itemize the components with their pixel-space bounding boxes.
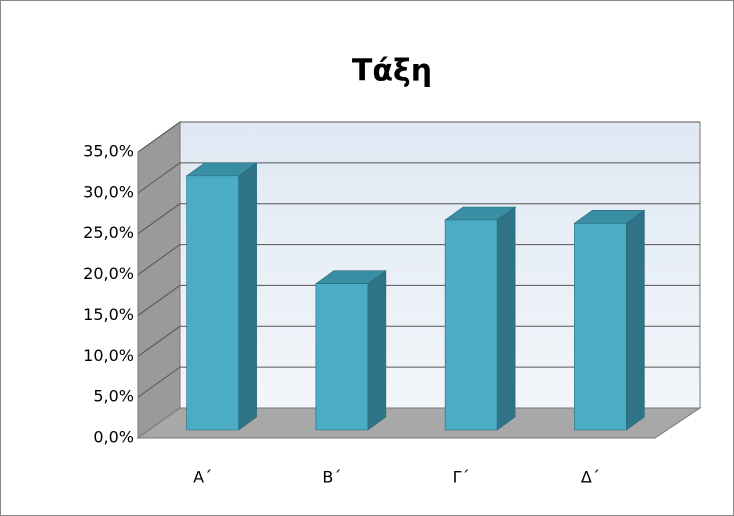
bar-front <box>444 219 498 431</box>
x-tick-label: Δ΄ <box>581 468 600 487</box>
x-tick-label: Β΄ <box>322 468 341 487</box>
side-wall <box>137 121 181 439</box>
bar <box>314 270 387 431</box>
y-tick-label: 15,0% <box>83 305 134 324</box>
y-tick-label: 5,0% <box>93 387 134 406</box>
x-tick-label: Γ΄ <box>453 468 470 487</box>
y-tick-label: 30,0% <box>83 182 134 201</box>
bar-side <box>496 206 516 431</box>
grid-line <box>137 285 181 316</box>
bar <box>573 209 646 431</box>
bar-front <box>186 175 239 431</box>
bar-side <box>238 162 257 431</box>
y-tick-label: 20,0% <box>83 264 134 283</box>
y-tick-label: 0,0% <box>93 428 134 447</box>
bar <box>444 206 517 431</box>
grid-line <box>137 244 181 275</box>
y-tick-label: 10,0% <box>83 346 134 365</box>
grid-line <box>137 325 181 357</box>
bar-side <box>367 270 387 431</box>
bar-side <box>626 209 645 431</box>
floor <box>136 407 702 439</box>
y-tick-label: 25,0% <box>83 223 134 242</box>
grid-line <box>137 162 181 194</box>
grid-line <box>137 121 181 153</box>
bar-front <box>574 222 627 431</box>
grid-line <box>137 203 181 235</box>
bar <box>185 162 258 431</box>
chart-title: Τάξη <box>352 54 432 89</box>
bar-front <box>315 283 369 431</box>
grid-line <box>137 366 181 398</box>
x-tick-label: Α΄ <box>193 468 212 487</box>
y-tick-label: 35,0% <box>83 142 134 161</box>
